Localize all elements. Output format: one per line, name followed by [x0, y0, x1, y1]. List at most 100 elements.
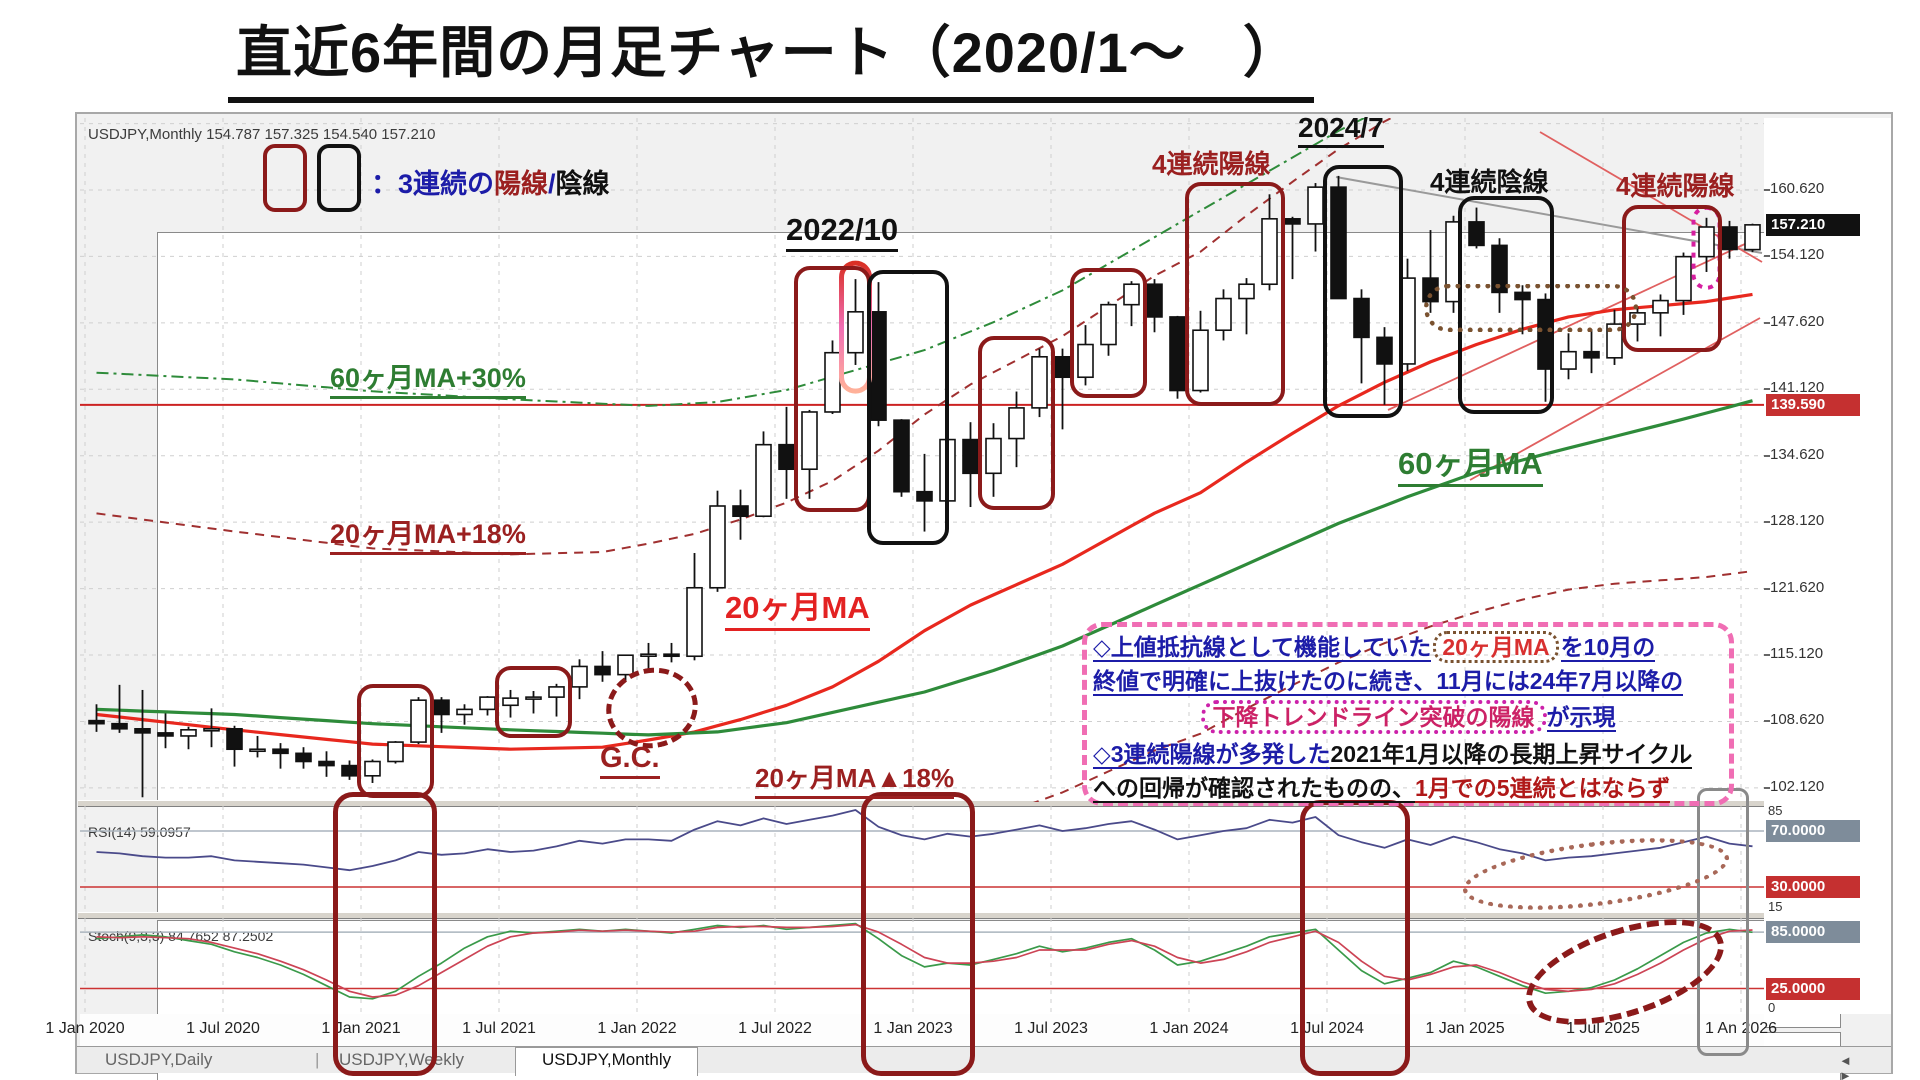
price-tick [1764, 786, 1770, 789]
price-label: 108.620 [1770, 711, 1825, 729]
note-line2: 終値で明確に上抜けたのに続き、11月には24年7月以降の [1093, 668, 1684, 696]
annotation-box-4bull-2025aug [1622, 205, 1722, 352]
axis-label: 1 Jul 2023 [1014, 1020, 1088, 1037]
price-label: 115.120 [1770, 645, 1824, 662]
annotation-box-ind-2026jan [1697, 788, 1749, 1056]
rsi-lower-chip: 30.0000 [1766, 876, 1860, 898]
price-label: 141.120 [1770, 379, 1825, 397]
symbol-header: USDJPY,Monthly 154.787 157.325 154.540 1… [88, 126, 436, 143]
tab-usdjpy-monthly[interactable]: USDJPY,Monthly [515, 1047, 699, 1076]
legend-bull-label: 陽線 [494, 169, 549, 199]
rsi-label: RSI(14) 59.0957 [88, 824, 191, 840]
price-label: 154.120 [1770, 246, 1825, 264]
stoch-scale-bottom: 0 [1768, 1000, 1776, 1015]
axis-label: 1 Jan 2025 [1425, 1020, 1505, 1037]
scrollbar-arrows[interactable]: ◄ ► [1839, 1053, 1866, 1080]
axis-label: 1 Jul 2021 [462, 1020, 536, 1037]
current-price-chip: 157.210 [1766, 213, 1860, 236]
price-label: 121.620 [1770, 578, 1825, 596]
annotation-ma20: 20ヶ月MA [725, 582, 870, 631]
support-price-chip: 139.590 [1766, 393, 1860, 416]
legend-bear-box-icon [317, 144, 361, 212]
price-tick [1764, 388, 1770, 391]
note-line1a: ◇上値抵抗線として機能していた [1093, 634, 1432, 662]
price-tick [1764, 587, 1770, 590]
price-tick [1764, 521, 1770, 524]
annotation-ma60: 60ヶ月MA [1398, 438, 1543, 487]
annotation-box-3bull-2023apr [978, 336, 1055, 510]
price-label: 160.620 [1770, 180, 1825, 197]
note-line4a: ◇3連続陽線が多発した [1093, 741, 1331, 769]
legend-slash: / [548, 169, 556, 199]
annotation-box-3bull-2021jan [357, 684, 434, 798]
tab-usdjpy-daily[interactable]: USDJPY,Daily [105, 1050, 213, 1069]
annotation-box-ind-2023jan [861, 792, 975, 1076]
price-tick [1764, 321, 1770, 324]
axis-label: 1 Jul 2022 [738, 1020, 812, 1037]
legend-prefix: ：3連続の [371, 169, 495, 199]
note-line1b: を10月の [1560, 634, 1656, 662]
chart-tab-bar: USDJPY,Daily | USDJPY,Weekly USDJPY,Mont… [77, 1046, 1891, 1080]
ma20-flat-highlight-capsule [1424, 284, 1638, 332]
rsi-upper-chip: 70.0000 [1766, 820, 1860, 842]
annotation-bull4-b: 4連続陽線 [1616, 171, 1735, 201]
axis-label: 1 An 2026 [1704, 1020, 1778, 1037]
rsi-scale-bottom: 15 [1768, 899, 1783, 914]
price-label: 102.120 [1770, 777, 1825, 795]
annotation-box-3bull-2023aug [1070, 268, 1147, 398]
note-line4b: 2021年1月以降の長期上昇サイクル [1330, 741, 1693, 769]
panel-separator[interactable] [78, 800, 1766, 807]
note-trendline-capsule: 下降トレンドライン突破の陽線 [1200, 700, 1547, 734]
price-tick [1764, 654, 1770, 656]
axis-label: 1 Jan 2021 [321, 1020, 401, 1037]
annotation-ma20p18: 20ヶ月MA+18% [330, 512, 526, 555]
axis-label: 1 Jul 2025 [1566, 1020, 1640, 1037]
legend-bull-box-icon [263, 144, 307, 212]
annotation-box-ind-2021jan [333, 792, 437, 1076]
legend-text: ：3連続の陽線/陰線 [371, 162, 610, 201]
axis-label: 1 Jul 2024 [1290, 1020, 1364, 1037]
axis-label: 1 Jan 2023 [873, 1020, 953, 1037]
annotation-bull4-a: 4連続陽線 [1152, 149, 1271, 179]
rsi-scale-top: 85 [1768, 803, 1783, 818]
annotation-box-ind-2024jul [1300, 800, 1410, 1076]
axis-label: 1 Jan 2022 [597, 1020, 677, 1037]
price-tick [1764, 720, 1770, 723]
price-tick [1764, 255, 1770, 258]
axis-label: 1 Jul 2020 [186, 1020, 260, 1037]
note-ma20-capsule: 20ヶ月MA [1433, 631, 1559, 663]
page-title: 直近6年間の月足チャート（2020/1～ ） [228, 8, 1314, 103]
annotation-box-3bull-2022aug [794, 266, 871, 512]
legend-bear-label: 陰線 [555, 169, 610, 199]
annotation-box-3bear-2022nov [867, 270, 949, 545]
annotation-bear4: 4連続陰線 [1430, 167, 1549, 197]
annotation-box-4bear-2025jan [1458, 196, 1554, 414]
analysis-note-box: ◇上値抵抗線として機能していた 20ヶ月MA を10月の 終値で明確に上抜けたのに続… [1082, 622, 1734, 806]
time-axis [80, 1014, 1764, 1046]
annotation-box-3bull-2021jul [495, 666, 572, 738]
price-tick [1764, 189, 1770, 191]
annotation-ma20m18: 20ヶ月MA▲18% [755, 758, 955, 799]
axis-label: 1 Jan 2024 [1149, 1020, 1229, 1037]
annotation-d2024-7: 2024/7 [1298, 112, 1384, 148]
annotation-box-3bear-2024jul [1323, 165, 1403, 418]
panel-separator[interactable] [78, 912, 1766, 919]
stoch-canvas [80, 918, 1764, 1014]
annotation-box-4bull-2024jan [1185, 182, 1285, 406]
price-tick [1764, 454, 1770, 457]
price-label: 128.120 [1770, 512, 1825, 530]
price-scale [1764, 118, 1891, 1014]
note-line5b: 1月での5連続とはならず [1415, 775, 1671, 803]
tab-separator: | [315, 1050, 320, 1069]
rsi-canvas [80, 806, 1764, 914]
annotation-d2022-10: 2022/10 [786, 212, 899, 252]
note-line3b: が示現 [1546, 704, 1616, 732]
stoch-lower-chip: 25.0000 [1766, 977, 1860, 1000]
stoch-upper-chip: 85.0000 [1766, 921, 1860, 944]
axis-label: 1 Jan 2020 [45, 1020, 125, 1037]
annotation-ma60p30: 60ヶ月MA+30% [330, 356, 526, 399]
note-line5a: への回帰が確認されたものの、 [1093, 775, 1415, 803]
price-label: 134.620 [1770, 445, 1825, 463]
price-label: 147.620 [1770, 312, 1825, 330]
